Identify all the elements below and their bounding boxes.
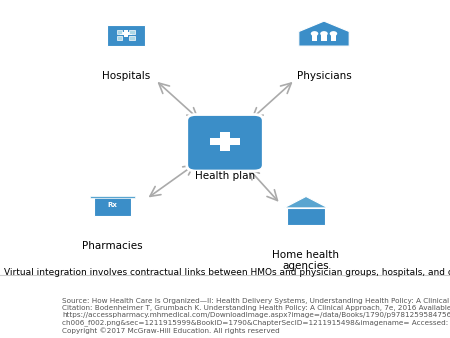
Bar	[94, 197, 131, 216]
Circle shape	[320, 31, 328, 36]
Bar	[331, 35, 336, 41]
Bar	[117, 36, 122, 40]
Bar	[312, 35, 317, 41]
Text: Source: How Health Care Is Organized—II: Health Delivery Systems, Understanding : Source: How Health Care Is Organized—II:…	[63, 298, 450, 334]
Text: Physicians: Physicians	[297, 71, 351, 81]
Bar	[129, 36, 135, 40]
Circle shape	[311, 31, 318, 36]
Bar	[107, 25, 145, 46]
FancyBboxPatch shape	[187, 115, 263, 171]
Bar	[321, 35, 327, 41]
Circle shape	[330, 31, 337, 36]
Bar	[121, 32, 131, 35]
Text: Rx: Rx	[108, 202, 117, 208]
Text: Mc
Graw
Hill
Education: Mc Graw Hill Education	[9, 307, 45, 329]
Text: Home health
agencies: Home health agencies	[273, 250, 339, 271]
Polygon shape	[299, 21, 349, 46]
Text: Virtual integration involves contractual links between HMOs and physician groups: Virtual integration involves contractual…	[4, 268, 450, 277]
Bar	[124, 30, 128, 37]
Bar	[129, 30, 135, 33]
Bar	[117, 30, 122, 33]
Bar	[287, 208, 325, 224]
Bar	[220, 131, 230, 151]
Text: Health plan: Health plan	[195, 171, 255, 181]
Text: Hospitals: Hospitals	[102, 71, 150, 81]
Polygon shape	[284, 196, 328, 208]
Text: Pharmacies: Pharmacies	[82, 241, 143, 251]
Bar	[90, 196, 135, 198]
Bar	[211, 138, 239, 145]
